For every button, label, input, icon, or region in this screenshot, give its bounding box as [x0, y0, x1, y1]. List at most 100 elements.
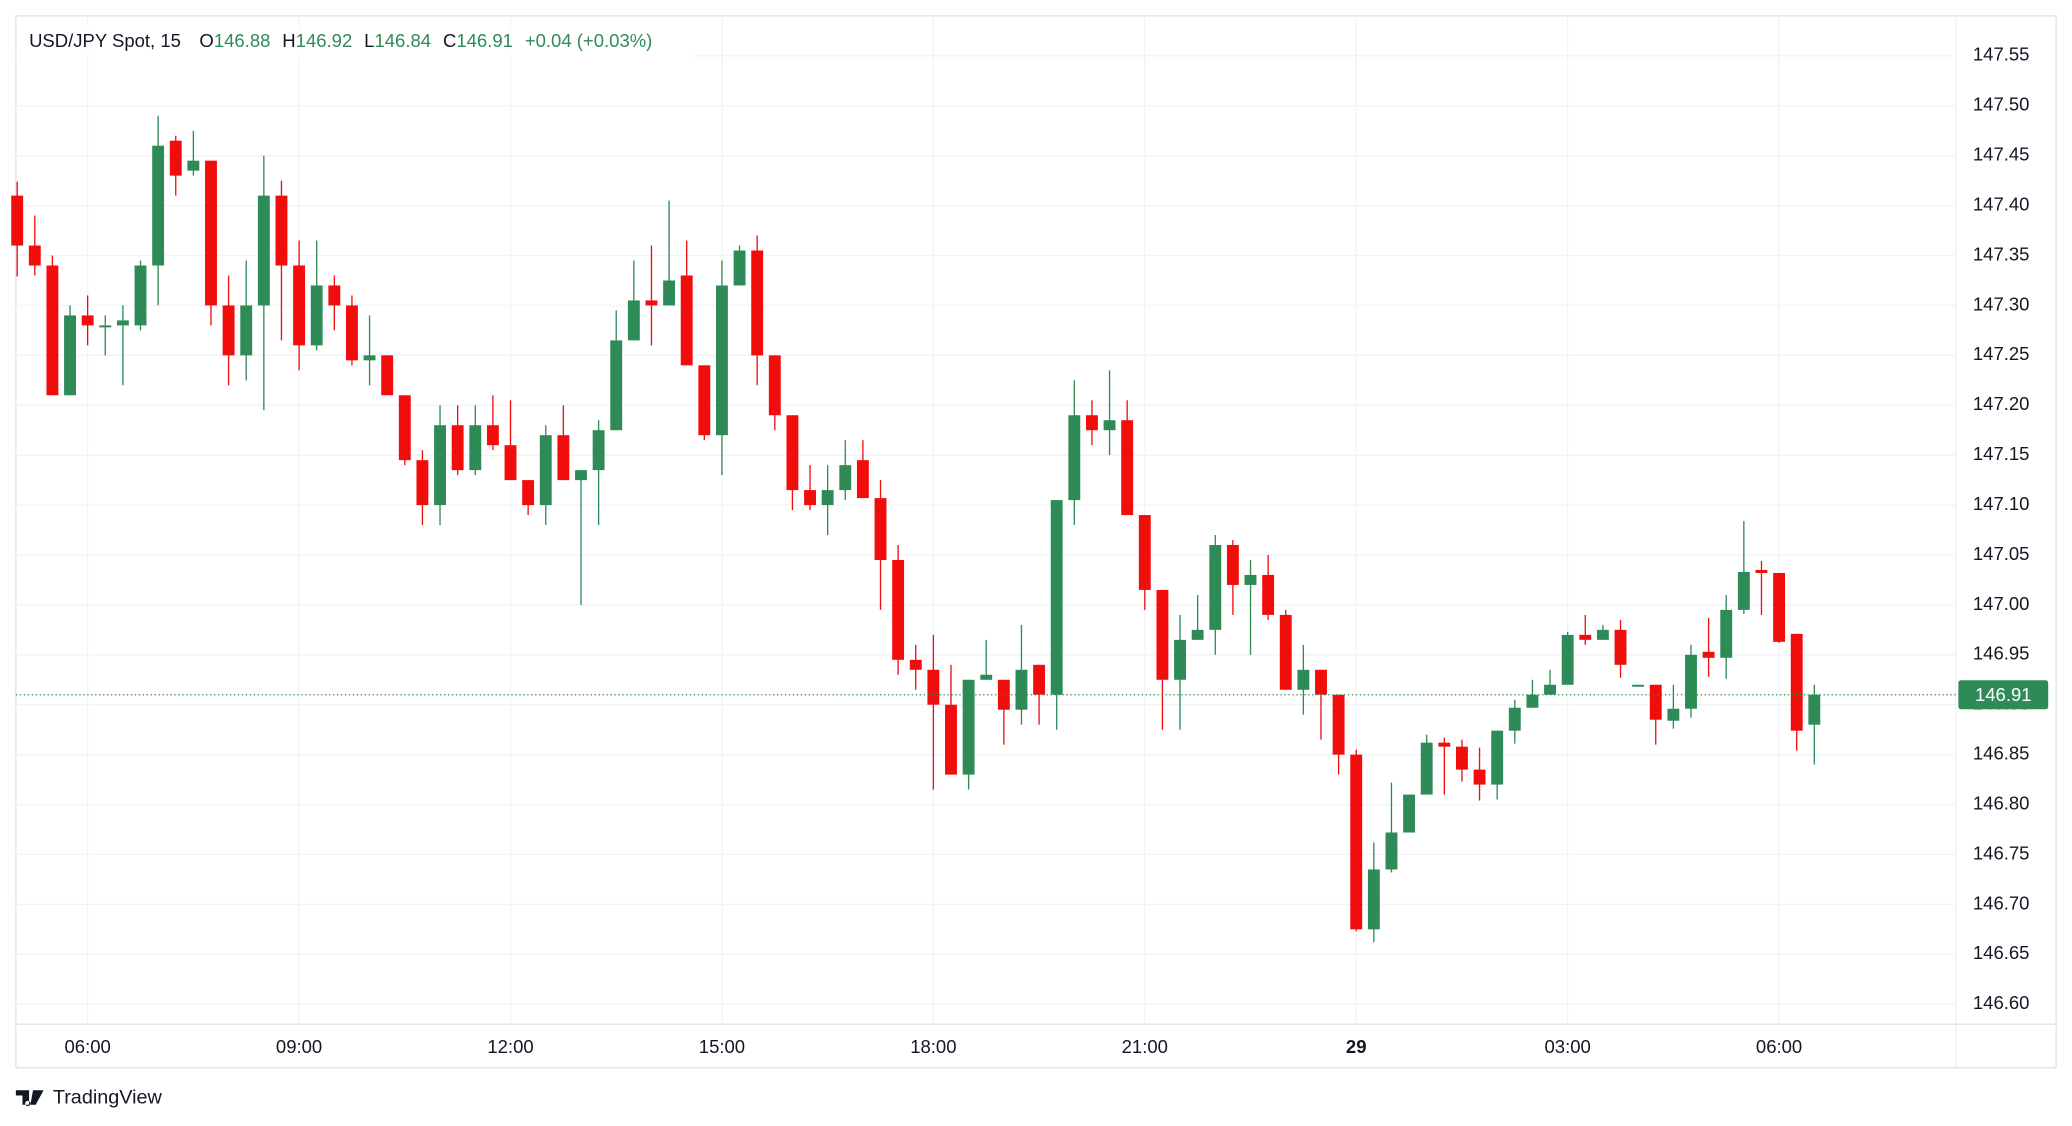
- candle-body: [363, 355, 376, 361]
- x-tick-label: 12:00: [487, 1036, 533, 1057]
- candle-body: [222, 305, 235, 356]
- candle-body: [962, 679, 975, 775]
- candle-body: [1420, 742, 1433, 795]
- candle-body: [856, 460, 869, 499]
- candle-body: [698, 365, 711, 436]
- candle-body: [680, 275, 693, 366]
- candle-body: [1209, 545, 1222, 630]
- ohlc-value: 146.84: [374, 30, 431, 51]
- candle-body: [557, 435, 570, 481]
- ohlc-value: 146.88: [214, 30, 271, 51]
- candle-body: [1103, 420, 1116, 431]
- candle-body: [275, 195, 288, 266]
- x-tick-label: 15:00: [699, 1036, 745, 1057]
- candle-body: [1068, 415, 1081, 501]
- y-tick-label: 146.75: [1973, 842, 2030, 863]
- candle-body: [575, 470, 587, 481]
- candle-body: [257, 195, 270, 306]
- symbol: USD/JPY Spot, 15: [29, 30, 181, 51]
- candle-body: [1367, 869, 1380, 930]
- candle-body: [152, 145, 165, 266]
- y-tick-label: 146.80: [1973, 792, 2030, 813]
- candle-body: [909, 659, 922, 670]
- candle-body: [1297, 669, 1310, 690]
- candle-body: [1015, 669, 1028, 710]
- candle-body: [1702, 651, 1715, 658]
- y-tick-label: 147.40: [1973, 193, 2030, 214]
- x-tick-label: 03:00: [1545, 1036, 1591, 1057]
- candle-body: [1279, 614, 1292, 690]
- candle-body: [715, 285, 728, 436]
- candle-body: [627, 300, 640, 341]
- y-tick-label: 147.50: [1973, 94, 2030, 115]
- candle-body: [99, 325, 112, 328]
- candle-body: [804, 490, 816, 506]
- candle-body: [1315, 669, 1327, 695]
- candle-body: [1121, 420, 1134, 516]
- candle-body: [205, 160, 217, 306]
- candle-body: [310, 285, 323, 346]
- candle-body: [1579, 634, 1592, 640]
- y-tick-label: 147.10: [1973, 493, 2030, 514]
- candle-body: [592, 430, 605, 471]
- candle-body: [1632, 684, 1645, 687]
- x-tick-label: 06:00: [65, 1036, 111, 1057]
- candle-body: [821, 490, 834, 506]
- y-tick-label: 147.30: [1973, 293, 2030, 314]
- last-price-label: 146.91: [1975, 684, 2032, 705]
- y-tick-label: 146.70: [1973, 892, 2030, 913]
- candle-body: [434, 425, 446, 506]
- candle-body: [1085, 415, 1098, 431]
- candle-body: [11, 195, 24, 246]
- candle-body: [1385, 832, 1398, 870]
- candle-body: [116, 320, 129, 326]
- candle-body: [1156, 589, 1169, 680]
- candle-body: [381, 355, 394, 396]
- y-tick-label: 147.05: [1973, 543, 2030, 564]
- candle-body: [1596, 629, 1609, 640]
- candle-body: [28, 245, 41, 266]
- y-tick-label: 146.60: [1973, 992, 2030, 1013]
- candle-body: [187, 160, 200, 171]
- y-tick-label: 147.45: [1973, 144, 2030, 165]
- candle-body: [169, 140, 182, 176]
- x-tick-label: 21:00: [1122, 1036, 1168, 1057]
- y-tick-label: 146.65: [1973, 942, 2030, 963]
- ohlc-label: H: [282, 30, 295, 51]
- candle-body: [1649, 684, 1662, 720]
- candle-body: [1262, 574, 1275, 615]
- candle-body: [1808, 694, 1821, 725]
- y-tick-label: 147.25: [1973, 343, 2030, 364]
- candle-body: [1403, 794, 1416, 833]
- brand-logo: [15, 1090, 44, 1107]
- chart-frame: [15, 15, 2057, 1069]
- candle-body: [486, 425, 499, 446]
- legend: USD/JPY Spot, 15 O 146.88 H 146.92 L 146.84 C 14…: [21, 26, 696, 59]
- candle-body: [81, 315, 94, 326]
- candle-body: [1491, 730, 1504, 785]
- candle-body: [1138, 515, 1151, 590]
- candle-body: [980, 674, 993, 680]
- change: +0.04 (+0.03%): [525, 30, 653, 51]
- candle-body: [751, 250, 764, 356]
- y-tick-label: 147.00: [1973, 593, 2030, 614]
- candle-body: [451, 425, 464, 471]
- ohlc-value: 146.92: [296, 30, 353, 51]
- candle-body: [469, 425, 482, 471]
- candle-body: [1790, 633, 1803, 731]
- candle-body: [1526, 694, 1539, 708]
- candle-body: [1033, 664, 1046, 695]
- candle-body: [504, 445, 517, 481]
- candle-body: [768, 355, 781, 416]
- last-price-tag: [1958, 680, 2049, 710]
- candle-body: [663, 280, 676, 306]
- candle-body: [1561, 634, 1574, 685]
- candle-body: [1773, 572, 1786, 642]
- candle-body: [1508, 707, 1521, 731]
- candle-body: [398, 395, 411, 461]
- legend-bg: [21, 26, 696, 59]
- candle-body: [945, 704, 957, 775]
- ohlc-label: L: [364, 30, 374, 51]
- candle-body: [134, 265, 147, 326]
